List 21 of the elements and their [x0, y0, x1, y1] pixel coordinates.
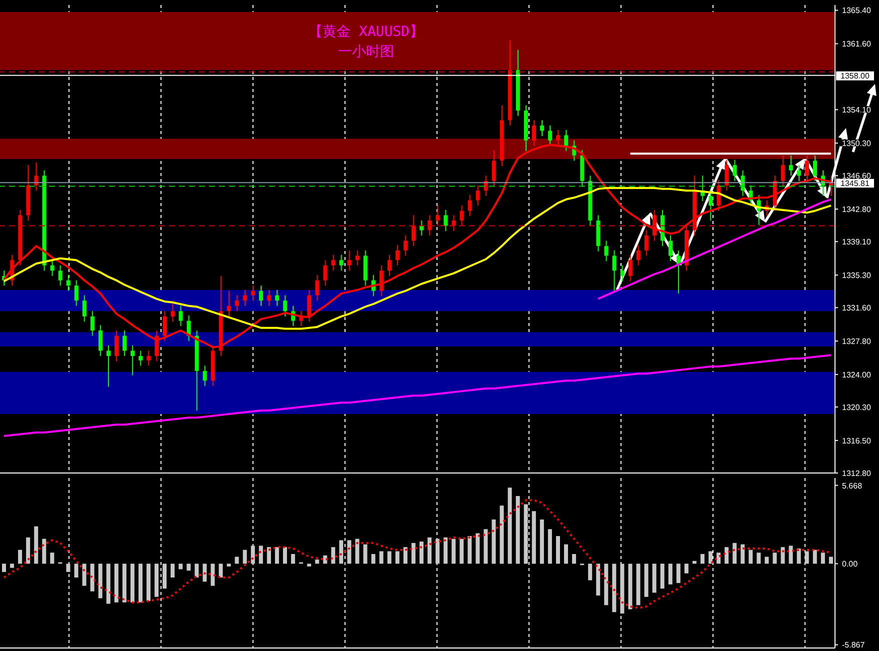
- y-tick-label: 1361.60: [842, 40, 872, 49]
- y-tick-label: 1365.40: [842, 6, 872, 16]
- y-tick-label: 1324.00: [842, 370, 872, 380]
- y-tick-label: 1316.50: [842, 436, 872, 446]
- y-tick-label: 1320.30: [842, 402, 872, 412]
- y-tick-label: 1312.80: [842, 468, 872, 478]
- ref-line-label: 1358.00: [840, 72, 870, 81]
- y-tick-label: 1354.10: [842, 106, 872, 115]
- y-tick-label: 1339.10: [842, 238, 872, 247]
- y-tick-label: 1350.30: [842, 139, 872, 148]
- y-tick-label: 5.668: [842, 481, 863, 490]
- text: 一小时图: [337, 43, 395, 62]
- y-tick-label: 1327.80: [842, 336, 872, 346]
- y-tick-label: 1342.80: [842, 204, 872, 214]
- y-tick-label: -5.867: [842, 640, 866, 650]
- text: 【黄金 XAUUSD】: [307, 23, 424, 42]
- y-tick-label: 0.00: [842, 560, 858, 569]
- y-tick-label: 1346.60: [842, 172, 872, 181]
- y-tick-label: 1331.60: [842, 304, 872, 313]
- ref-line-label: 1345.81: [840, 178, 870, 188]
- y-tick-label: 1335.30: [842, 270, 872, 280]
